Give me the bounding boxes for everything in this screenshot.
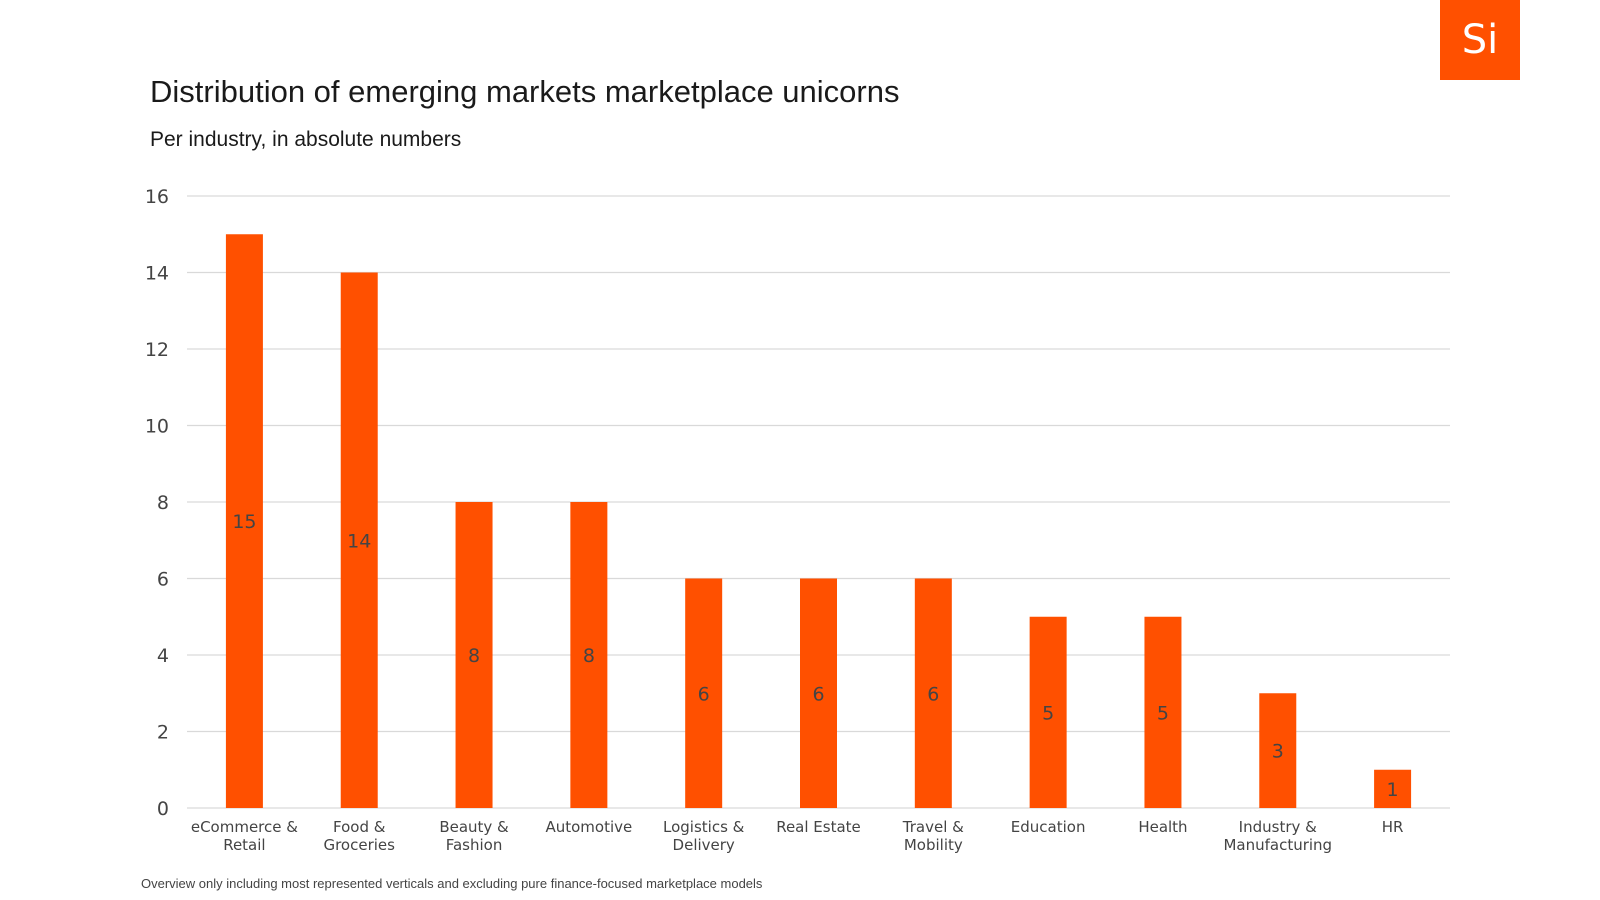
- y-tick-label: 0: [157, 798, 169, 820]
- chart-footnote: Overview only including most represented…: [141, 876, 763, 891]
- bar: [1259, 693, 1297, 808]
- data-label: 3: [1272, 741, 1284, 763]
- y-tick-label: 8: [157, 492, 169, 514]
- y-tick-label: 2: [157, 722, 169, 744]
- x-tick-label: Travel & Mobility: [902, 818, 964, 854]
- x-tick-label: Logistics & Delivery: [663, 818, 745, 854]
- x-tick-label: Food & Groceries: [323, 818, 395, 854]
- x-tick-label: Industry & Manufacturing: [1223, 818, 1332, 854]
- x-tick-label: Real Estate: [776, 818, 861, 836]
- bar: [685, 578, 723, 808]
- y-axis-ticks: 0 2 4 6 8 10 12 14 16: [145, 186, 169, 820]
- y-tick-label: 12: [145, 339, 169, 361]
- bar: [800, 578, 837, 808]
- bar: [914, 578, 952, 808]
- x-axis-ticks: eCommerce & Retail Food & Groceries Beauty &…: [191, 818, 1404, 854]
- bar: [1029, 616, 1067, 808]
- bar: [225, 234, 263, 808]
- data-label: 6: [698, 683, 710, 705]
- chart-subtitle: Per industry, in absolute numbers: [150, 128, 462, 151]
- x-tick-label: HR: [1382, 818, 1404, 836]
- x-tick-label: Automotive: [545, 818, 632, 836]
- x-tick-label: Beauty & Fashion: [439, 818, 509, 854]
- bar: [340, 272, 378, 808]
- brand-logo: Si: [1440, 0, 1520, 80]
- y-tick-label: 16: [145, 186, 169, 208]
- data-label: 5: [1042, 702, 1054, 724]
- x-tick-label: eCommerce & Retail: [191, 818, 298, 854]
- x-tick-label: Education: [1011, 818, 1086, 836]
- bars: 15 14 8 8 6 6 6 5 5 3 1: [225, 234, 1412, 808]
- chart-title: Distribution of emerging markets marketp…: [150, 74, 900, 109]
- data-label: 8: [583, 645, 595, 667]
- data-label: 6: [927, 683, 939, 705]
- bar: [1144, 616, 1182, 808]
- x-tick-label: Health: [1138, 818, 1187, 836]
- y-tick-label: 10: [145, 416, 169, 438]
- data-label: 15: [232, 511, 256, 533]
- bar: [570, 502, 608, 808]
- data-label: 5: [1157, 702, 1169, 724]
- bar: [455, 502, 493, 808]
- data-label: 14: [347, 530, 371, 552]
- y-tick-label: 4: [157, 645, 169, 667]
- data-label: 6: [812, 683, 824, 705]
- y-tick-label: 6: [157, 569, 169, 591]
- brand-logo-text: Si: [1461, 17, 1499, 63]
- data-label: 8: [468, 645, 480, 667]
- y-tick-label: 14: [145, 263, 169, 285]
- bar: [1374, 769, 1412, 808]
- data-label: 1: [1387, 779, 1399, 801]
